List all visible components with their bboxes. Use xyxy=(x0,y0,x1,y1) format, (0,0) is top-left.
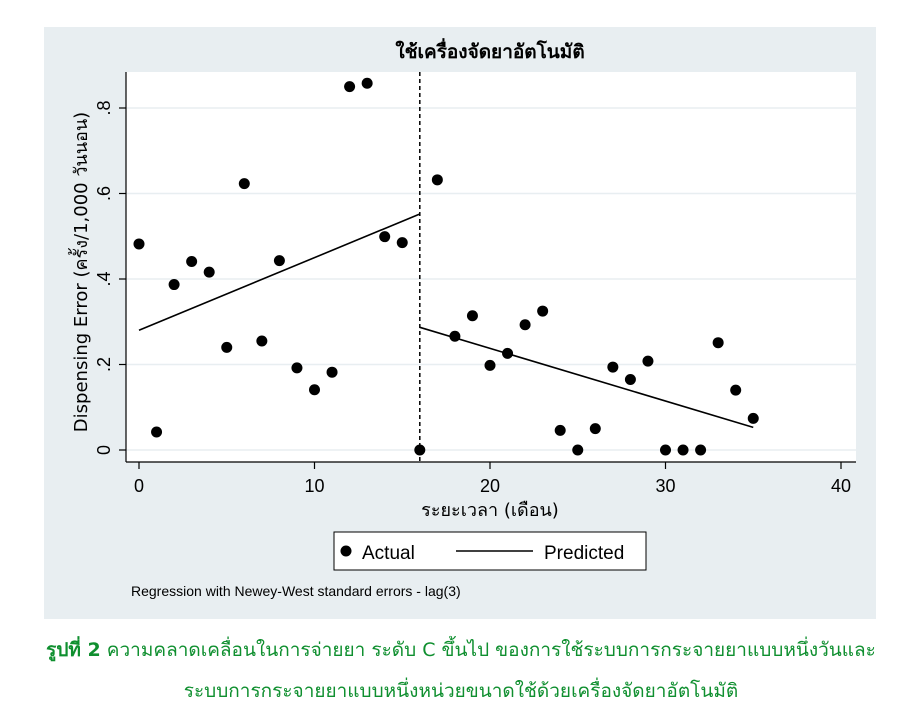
actual-point-33 xyxy=(712,337,724,349)
chart-title: ใช้เครื่องจัดยาอัตโนมัติ xyxy=(395,38,584,63)
actual-point-21 xyxy=(502,347,514,359)
figure-caption-line-1: รูปที่ 2 ความคลาดเคลื่อนในการจ่ายยา ระดั… xyxy=(0,635,922,665)
figure-caption-line-2: ระบบการกระจายยาแบบหนึ่งหน่วยขนาดใช้ด้วยเ… xyxy=(0,676,922,706)
legend: Actual Predicted xyxy=(333,531,647,571)
actual-point-14 xyxy=(379,231,391,243)
actual-point-11 xyxy=(326,366,338,378)
figure-caption-label: รูปที่ 2 xyxy=(46,639,101,661)
actual-point-15 xyxy=(396,237,408,249)
actual-point-9 xyxy=(291,362,303,374)
actual-point-29 xyxy=(642,355,654,367)
actual-point-8 xyxy=(273,255,285,267)
actual-point-2 xyxy=(168,279,180,291)
y-tick-label-2: .4 xyxy=(94,271,114,286)
actual-point-30 xyxy=(660,444,671,456)
x-tick-label-4: 40 xyxy=(831,476,851,496)
actual-point-23 xyxy=(537,305,549,317)
actual-point-0 xyxy=(133,238,145,250)
actual-point-6 xyxy=(238,178,250,190)
y-tick-label-4: .8 xyxy=(94,100,114,115)
actual-point-18 xyxy=(449,330,461,342)
legend-actual-label: Actual xyxy=(362,543,415,564)
actual-point-27 xyxy=(607,361,619,373)
predicted-lines xyxy=(138,213,754,429)
figure-caption-text-2: ระบบการกระจายยาแบบหนึ่งหน่วยขนาดใช้ด้วยเ… xyxy=(183,680,739,702)
plot-area xyxy=(126,72,856,462)
regression-note: Regression with Newey-West standard erro… xyxy=(131,583,461,599)
actual-point-5 xyxy=(221,341,233,353)
actual-point-19 xyxy=(466,310,478,322)
actual-point-26 xyxy=(589,423,601,435)
actual-points xyxy=(133,77,759,456)
actual-point-31 xyxy=(677,444,689,456)
axes xyxy=(119,72,856,469)
actual-point-25 xyxy=(572,444,584,456)
predicted-segment-1 xyxy=(419,326,754,429)
x-tick-label-3: 30 xyxy=(655,476,675,496)
predicted-segment-0 xyxy=(138,213,421,332)
actual-point-4 xyxy=(203,266,215,278)
y-tick-label-0: 0 xyxy=(94,445,114,455)
actual-point-22 xyxy=(519,319,531,331)
actual-point-17 xyxy=(431,174,443,186)
actual-point-28 xyxy=(624,373,636,385)
actual-point-35 xyxy=(747,412,759,424)
actual-point-13 xyxy=(361,77,373,89)
actual-point-3 xyxy=(186,255,198,267)
chart-text: ใช้เครื่องจัดยาอัตโนมัติ ระยะเวลา (เดือน… xyxy=(68,38,851,599)
actual-point-10 xyxy=(309,384,320,396)
actual-point-20 xyxy=(484,359,496,371)
figure-caption-text-1: ความคลาดเคลื่อนในการจ่ายยา ระดับ C ขึ้นไ… xyxy=(106,639,876,661)
y-tick-label-3: .6 xyxy=(94,186,114,201)
x-tick-label-2: 20 xyxy=(480,476,500,496)
x-tick-label-0: 0 xyxy=(134,476,144,496)
legend-predicted-label: Predicted xyxy=(544,543,624,564)
x-tick-label-1: 10 xyxy=(304,476,324,496)
legend-actual-marker xyxy=(340,545,352,557)
actual-point-32 xyxy=(695,444,707,456)
y-tick-label-1: .2 xyxy=(94,357,114,372)
actual-point-1 xyxy=(151,426,163,438)
actual-point-7 xyxy=(256,335,268,347)
actual-point-12 xyxy=(344,81,356,93)
actual-point-34 xyxy=(730,384,742,396)
actual-point-24 xyxy=(554,424,566,436)
x-axis-label: ระยะเวลา (เดือน) xyxy=(421,500,559,521)
chart-figure: ใช้เครื่องจัดยาอัตโนมัติ ระยะเวลา (เดือน… xyxy=(44,27,876,619)
y-axis-label: Dispensing Error (ครั้ง/1,000 วันนอน) xyxy=(68,112,92,432)
actual-point-16 xyxy=(414,444,426,456)
